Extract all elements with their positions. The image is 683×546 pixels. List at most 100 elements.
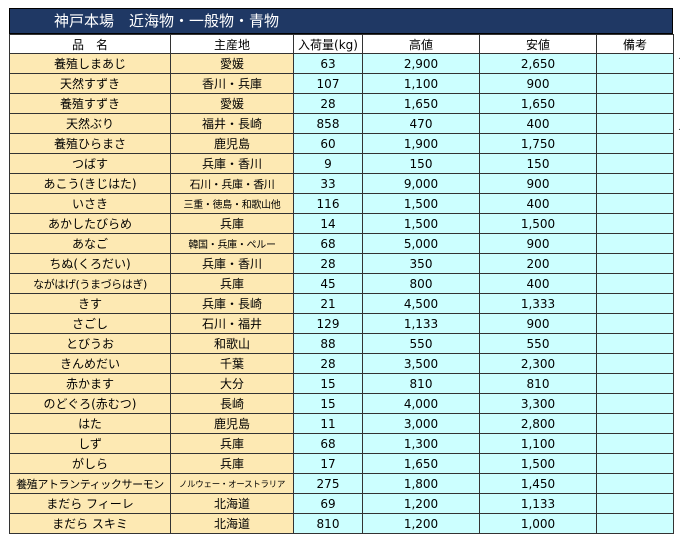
cell-low: 1,650 (479, 93, 597, 114)
cell-high: 150 (362, 153, 480, 174)
cell-low: 400 (479, 193, 597, 214)
cell-low: 900 (479, 233, 597, 254)
price-table: 品 名 主産地 入荷量(kg) 高値 安値 備考 養殖しまあじ 愛媛 63 2,900… (9, 34, 674, 534)
cell-origin: ノルウェー・オーストラリア (170, 473, 294, 494)
cell-qty: 14 (293, 213, 363, 234)
cell-low: 400 (479, 273, 597, 294)
cell-origin: 兵庫・長崎 (170, 293, 294, 314)
table-row: ながはげ(うまづらはぎ) 兵庫 45 800 400 (9, 273, 674, 294)
cell-low: 1,133 (479, 493, 597, 514)
cell-high: 2,900 (362, 53, 480, 74)
table-row: まだら スキミ 北海道 810 1,200 1,000 (9, 513, 674, 534)
cell-low: 1,450 (479, 473, 597, 494)
cell-low: 400 (479, 113, 597, 134)
cell-name: きんめだい (9, 353, 171, 374)
cell-note (596, 93, 674, 114)
cell-qty: 28 (293, 253, 363, 274)
cell-low: 150 (479, 153, 597, 174)
cell-high: 470 (362, 113, 480, 134)
cell-qty: 88 (293, 333, 363, 354)
cell-qty: 28 (293, 93, 363, 114)
cell-note (596, 253, 674, 274)
cell-origin: 鹿児島 (170, 413, 294, 434)
table-row: 養殖しまあじ 愛媛 63 2,900 2,650 (9, 53, 674, 74)
cell-origin: 香川・兵庫 (170, 73, 294, 94)
cell-low: 1,333 (479, 293, 597, 314)
cell-note (596, 53, 674, 74)
cell-qty: 810 (293, 513, 363, 534)
cell-high: 4,000 (362, 393, 480, 414)
cell-low: 1,100 (479, 433, 597, 454)
cell-low: 810 (479, 373, 597, 394)
cell-origin: 千葉 (170, 353, 294, 374)
cell-qty: 116 (293, 193, 363, 214)
edge-mark: . (678, 52, 681, 62)
table-row: さごし 石川・福井 129 1,133 900 (9, 313, 674, 334)
cell-origin: 兵庫 (170, 273, 294, 294)
cell-high: 550 (362, 333, 480, 354)
market-price-sheet: 神戸本場 近海物・一般物・青物 品 名 主産地 入荷量(kg) 高値 安値 備考… (9, 8, 674, 534)
cell-qty: 15 (293, 393, 363, 414)
cell-origin: 石川・兵庫・香川 (170, 173, 294, 194)
cell-name: 養殖ひらまさ (9, 133, 171, 154)
table-row: ちぬ(くろだい) 兵庫・香川 28 350 200 (9, 253, 674, 274)
cell-origin: 兵庫・香川 (170, 153, 294, 174)
cell-note (596, 473, 674, 494)
cell-note (596, 153, 674, 174)
cell-qty: 107 (293, 73, 363, 94)
cell-note (596, 413, 674, 434)
cell-low: 2,650 (479, 53, 597, 74)
cell-name: とびうお (9, 333, 171, 354)
cell-high: 1,650 (362, 453, 480, 474)
cell-name: あこう(きじはた) (9, 173, 171, 194)
cell-origin: 兵庫 (170, 433, 294, 454)
cell-name: さごし (9, 313, 171, 334)
cell-name: 養殖すずき (9, 93, 171, 114)
cell-high: 1,300 (362, 433, 480, 454)
cell-note (596, 453, 674, 474)
cell-high: 1,133 (362, 313, 480, 334)
cell-low: 2,300 (479, 353, 597, 374)
table-row: まだら フィーレ 北海道 69 1,200 1,133 (9, 493, 674, 514)
table-row: あかしたびらめ 兵庫 14 1,500 1,500 (9, 213, 674, 234)
cell-note (596, 353, 674, 374)
cell-qty: 21 (293, 293, 363, 314)
table-row: しず 兵庫 68 1,300 1,100 (9, 433, 674, 454)
header-row: 品 名 主産地 入荷量(kg) 高値 安値 備考 (9, 34, 674, 54)
cell-low: 1,000 (479, 513, 597, 534)
cell-high: 800 (362, 273, 480, 294)
cell-note (596, 193, 674, 214)
table-row: のどぐろ(赤むつ) 長崎 15 4,000 3,300 (9, 393, 674, 414)
cell-high: 1,650 (362, 93, 480, 114)
table-row: とびうお 和歌山 88 550 550 (9, 333, 674, 354)
cell-note (596, 73, 674, 94)
cell-note (596, 433, 674, 454)
cell-origin: 韓国・兵庫・ペルー (170, 233, 294, 254)
cell-high: 4,500 (362, 293, 480, 314)
cell-name: 赤かます (9, 373, 171, 394)
sheet-title: 神戸本場 近海物・一般物・青物 (9, 8, 673, 34)
header-name: 品 名 (9, 34, 171, 54)
header-origin: 主産地 (170, 34, 294, 54)
cell-note (596, 313, 674, 334)
edge-mark: . (678, 123, 681, 133)
header-high: 高値 (362, 34, 480, 54)
cell-qty: 15 (293, 373, 363, 394)
table-row: 養殖アトランティックサーモン ノルウェー・オーストラリア 275 1,800 1,450 (9, 473, 674, 494)
cell-high: 9,000 (362, 173, 480, 194)
cell-qty: 858 (293, 113, 363, 134)
cell-note (596, 113, 674, 134)
cell-name: きす (9, 293, 171, 314)
cell-name: まだら スキミ (9, 513, 171, 534)
cell-low: 200 (479, 253, 597, 274)
cell-note (596, 233, 674, 254)
cell-high: 1,800 (362, 473, 480, 494)
table-row: 養殖すずき 愛媛 28 1,650 1,650 (9, 93, 674, 114)
header-qty: 入荷量(kg) (293, 34, 363, 54)
table-row: 養殖ひらまさ 鹿児島 60 1,900 1,750 (9, 133, 674, 154)
table-row: 天然すずき 香川・兵庫 107 1,100 900 (9, 73, 674, 94)
cell-high: 3,500 (362, 353, 480, 374)
cell-high: 1,500 (362, 193, 480, 214)
cell-name: ながはげ(うまづらはぎ) (9, 273, 171, 294)
cell-name: 天然ぶり (9, 113, 171, 134)
